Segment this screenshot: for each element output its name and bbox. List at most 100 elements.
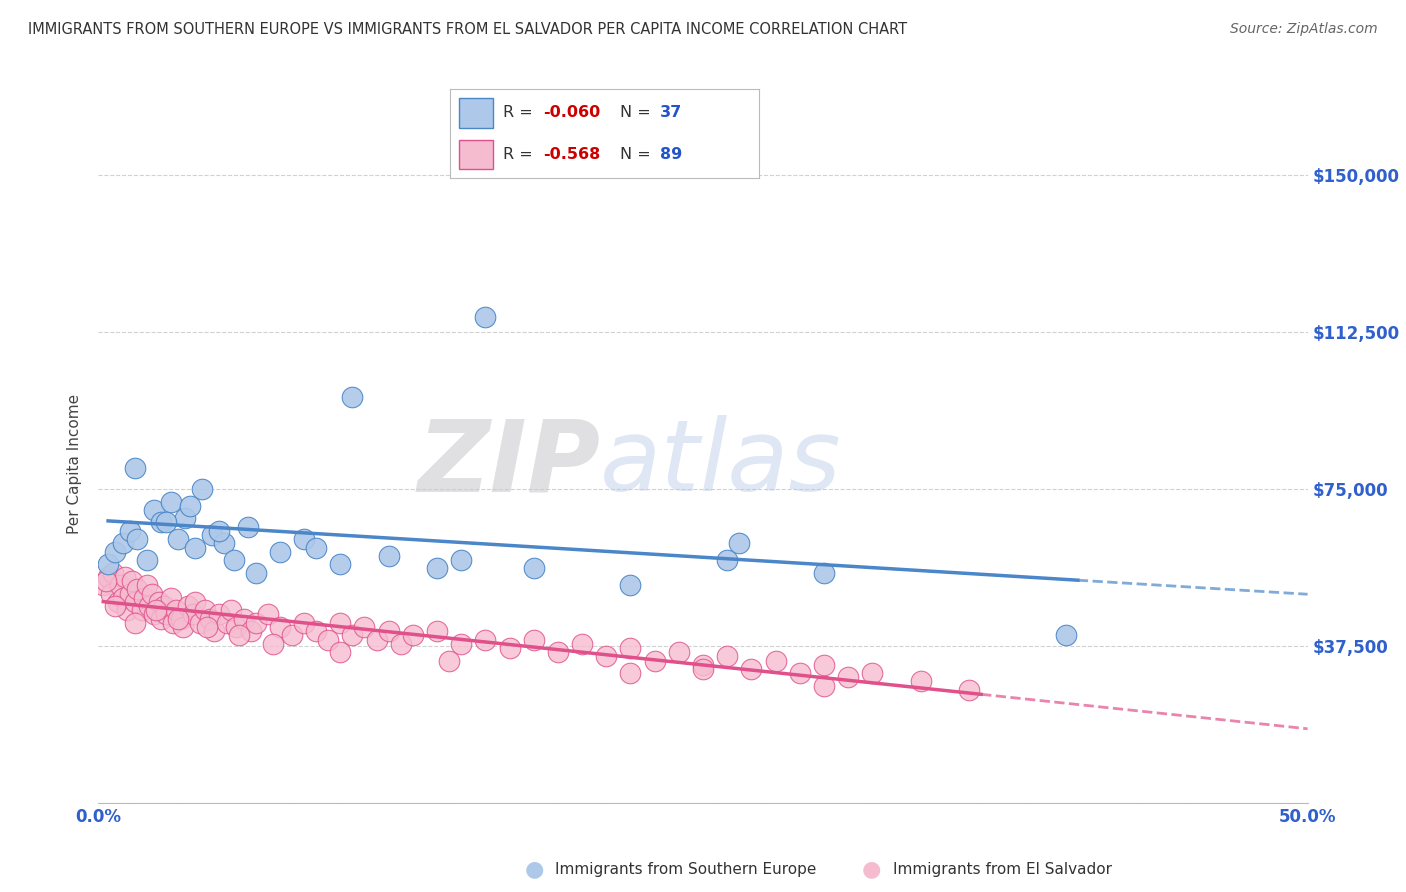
Text: Source: ZipAtlas.com: Source: ZipAtlas.com [1230, 22, 1378, 37]
Point [124, 461, 146, 475]
Point [179, 499, 201, 513]
Point [104, 599, 127, 614]
Point [716, 553, 738, 567]
Point [101, 566, 124, 580]
Point [389, 637, 412, 651]
Point [167, 612, 190, 626]
Text: N =: N = [620, 147, 657, 162]
Point [740, 662, 762, 676]
Point [292, 532, 315, 546]
Point [195, 620, 218, 634]
Point [366, 632, 388, 647]
Point [239, 624, 262, 639]
Point [860, 666, 883, 681]
Text: N =: N = [620, 105, 657, 120]
Point [1054, 628, 1077, 642]
Point [138, 599, 160, 614]
Point [117, 603, 139, 617]
Point [450, 637, 472, 651]
Point [169, 612, 191, 626]
Point [305, 541, 328, 555]
Point [114, 570, 136, 584]
Point [957, 682, 980, 697]
Point [426, 561, 449, 575]
Point [377, 624, 399, 639]
Point [124, 615, 146, 630]
Point [107, 595, 129, 609]
Text: ●: ● [524, 860, 544, 880]
Point [108, 578, 131, 592]
Point [121, 574, 143, 588]
Point [194, 603, 217, 617]
Point [523, 561, 546, 575]
Text: R =: R = [502, 147, 537, 162]
Point [135, 578, 157, 592]
Point [97, 558, 120, 572]
Point [228, 628, 250, 642]
Point [837, 670, 859, 684]
Point [191, 482, 214, 496]
Point [204, 624, 226, 639]
Point [498, 640, 520, 655]
Text: ZIP: ZIP [418, 416, 600, 512]
Text: atlas: atlas [600, 416, 842, 512]
Point [316, 632, 339, 647]
Point [94, 574, 117, 588]
Point [571, 637, 593, 651]
Point [111, 536, 134, 550]
Point [269, 545, 291, 559]
Point [181, 607, 204, 622]
Point [150, 516, 173, 530]
Point [329, 558, 352, 572]
Point [162, 615, 184, 630]
Point [184, 541, 207, 555]
Point [256, 607, 278, 622]
Point [222, 553, 245, 567]
Y-axis label: Per Capita Income: Per Capita Income [67, 393, 83, 534]
Point [426, 624, 449, 639]
Point [765, 653, 787, 667]
Point [437, 653, 460, 667]
Point [523, 632, 546, 647]
Point [143, 607, 166, 622]
Point [225, 620, 247, 634]
Point [208, 607, 231, 622]
Point [728, 536, 751, 550]
Point [127, 532, 149, 546]
Text: 89: 89 [661, 147, 682, 162]
Point [329, 615, 352, 630]
Point [111, 591, 134, 605]
Point [100, 586, 122, 600]
Point [221, 603, 243, 617]
Point [215, 615, 238, 630]
Point [377, 549, 399, 563]
Point [305, 624, 328, 639]
Point [145, 603, 167, 617]
Point [402, 628, 425, 642]
Point [281, 628, 304, 642]
Point [813, 657, 835, 672]
Point [155, 607, 177, 622]
Point [201, 528, 224, 542]
Point [474, 310, 496, 325]
Point [148, 595, 170, 609]
Point [342, 390, 364, 404]
Point [167, 532, 190, 546]
Point [160, 591, 183, 605]
Text: 37: 37 [661, 105, 682, 120]
Bar [460, 140, 494, 169]
Point [135, 553, 157, 567]
Point [165, 603, 187, 617]
Point [198, 612, 221, 626]
Point [619, 640, 641, 655]
Point [232, 612, 254, 626]
Point [152, 599, 174, 614]
Point [97, 570, 120, 584]
Point [150, 612, 173, 626]
Point [644, 653, 666, 667]
Point [172, 620, 194, 634]
Point [329, 645, 352, 659]
Point [184, 595, 207, 609]
Point [262, 637, 284, 651]
Point [692, 662, 714, 676]
